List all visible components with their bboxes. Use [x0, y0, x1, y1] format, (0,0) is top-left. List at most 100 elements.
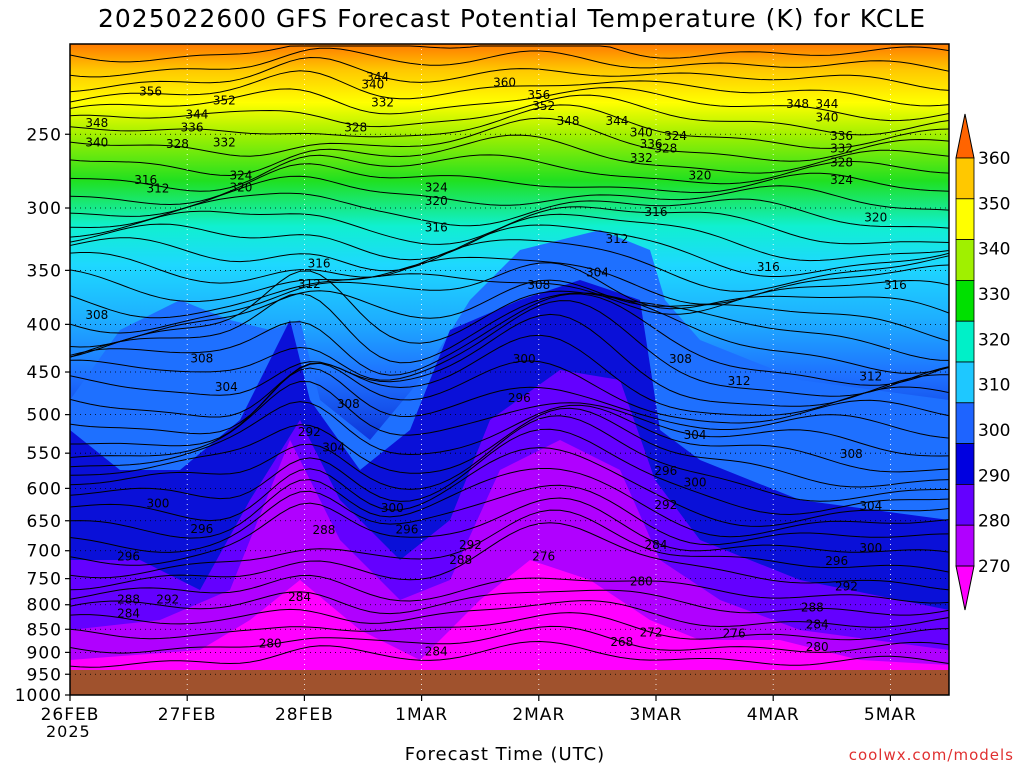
contour-value-label: 316 [884, 278, 907, 292]
colorbar-label: 280 [978, 512, 1010, 532]
contour-value-label: 344 [186, 107, 209, 121]
contour-line [70, 360, 949, 435]
credit-link[interactable]: coolwx.com/models [848, 746, 1014, 764]
contour-value-label: 308 [669, 352, 692, 366]
contour-value-label: 292 [156, 593, 179, 607]
colorbar-segment [955, 483, 975, 526]
contour-value-label: 276 [532, 549, 555, 563]
contour-value-label: 328 [830, 155, 853, 169]
contour-value-label: 328 [166, 137, 189, 151]
colorbar-bottom-arrow [955, 565, 975, 611]
contour-line [70, 94, 949, 136]
contour-value-label: 332 [371, 95, 394, 109]
contour-value-label: 292 [298, 425, 321, 439]
contour-value-label: 348 [786, 97, 809, 111]
contour-line [70, 45, 949, 63]
contour-line [70, 640, 949, 668]
contour-value-label: 356 [527, 88, 550, 102]
contour-value-label: 348 [85, 116, 108, 130]
contour-value-label: 280 [806, 640, 829, 654]
x-tick-label: 27FEB [158, 705, 217, 725]
contour-value-label: 332 [830, 142, 853, 156]
colorbar-label: 330 [978, 285, 1010, 305]
contour-value-label: 296 [654, 464, 677, 478]
contour-value-label: 280 [630, 574, 653, 588]
contour-value-label: 332 [213, 135, 236, 149]
y-tick-label: 800 [27, 596, 62, 616]
contour-line [70, 279, 949, 348]
contour-line [70, 313, 949, 407]
contour-value-label: 284 [288, 590, 311, 604]
contour-value-label: 356 [139, 85, 162, 99]
contour-value-label: 300 [684, 475, 707, 489]
year-label: 2025 [46, 722, 91, 741]
contour-value-label: 296 [190, 522, 213, 536]
contour-value-label: 288 [449, 553, 472, 567]
contour-value-label: 320 [688, 169, 711, 183]
contour-value-label: 336 [830, 129, 853, 143]
contour-value-label: 360 [493, 76, 516, 90]
contour-value-label: 348 [557, 114, 580, 128]
contour-line [70, 522, 949, 591]
contour-value-label: 352 [532, 99, 555, 113]
colorbar-label: 270 [978, 557, 1010, 577]
contour-line [70, 273, 949, 319]
contour-value-label: 300 [146, 497, 169, 511]
x-tick-label: 2MAR [512, 705, 565, 725]
y-tick-label: 250 [27, 125, 62, 145]
y-tick-label: 1000 [15, 686, 62, 706]
colorbar-segment [955, 157, 975, 200]
contour-value-label: 280 [259, 636, 282, 650]
y-tick-label: 650 [27, 512, 62, 532]
contour-value-label: 308 [840, 447, 863, 461]
contour-line [70, 589, 949, 616]
colorbar-top-arrow [955, 113, 975, 159]
theta-fill-layer [70, 230, 949, 695]
contour-value-label: 288 [117, 593, 140, 607]
x-tick-label: 3MAR [630, 705, 683, 725]
x-tick-label: 28FEB [275, 705, 334, 725]
contour-value-label: 288 [801, 600, 824, 614]
contour-value-label: 292 [459, 538, 482, 552]
y-tick-label: 400 [27, 315, 62, 335]
contour-value-label: 308 [337, 397, 360, 411]
contour-value-label: 324 [830, 173, 853, 187]
colorbar-segment [955, 524, 975, 567]
contour-value-label: 316 [425, 221, 448, 235]
y-tick-label: 950 [27, 665, 62, 685]
contour-value-label: 300 [381, 501, 404, 515]
contour-value-label: 344 [366, 70, 389, 84]
contour-line [70, 497, 949, 566]
colorbar-segment [955, 320, 975, 363]
colorbar-label: 360 [978, 149, 1010, 169]
contour-value-label: 304 [322, 440, 345, 454]
contour-line [70, 600, 949, 628]
contour-value-label: 308 [527, 278, 550, 292]
contour-value-label: 284 [425, 644, 448, 658]
colorbar-segment [955, 402, 975, 444]
contour-line [70, 300, 949, 397]
contour-value-label: 312 [728, 374, 751, 388]
theta-band-4 [70, 560, 949, 695]
contour-line [70, 612, 949, 641]
y-tick-label: 450 [27, 363, 62, 383]
y-tick-label: 500 [27, 406, 62, 426]
contour-value-label: 328 [654, 142, 677, 156]
contour-value-label: 304 [684, 428, 707, 442]
contour-value-label: 312 [146, 182, 169, 196]
contour-value-label: 320 [229, 180, 252, 194]
contour-value-label: 312 [298, 277, 321, 291]
contour-value-label: 332 [630, 151, 653, 165]
contour-line [70, 574, 949, 604]
contour-line [70, 70, 949, 107]
contour-value-label: 300 [513, 352, 536, 366]
contour-value-label: 276 [723, 627, 746, 641]
contour-value-label: 344 [605, 114, 628, 128]
contour-line [70, 47, 949, 78]
contour-value-label: 320 [425, 194, 448, 208]
contour-line [70, 213, 949, 262]
x-axis: 26FEB 27FEB 28FEB 1MAR 2MAR 3MAR 4MAR 5MAR [41, 695, 916, 725]
contour-line [70, 154, 949, 192]
contour-line [70, 256, 949, 305]
contour-value-label: 268 [610, 635, 633, 649]
